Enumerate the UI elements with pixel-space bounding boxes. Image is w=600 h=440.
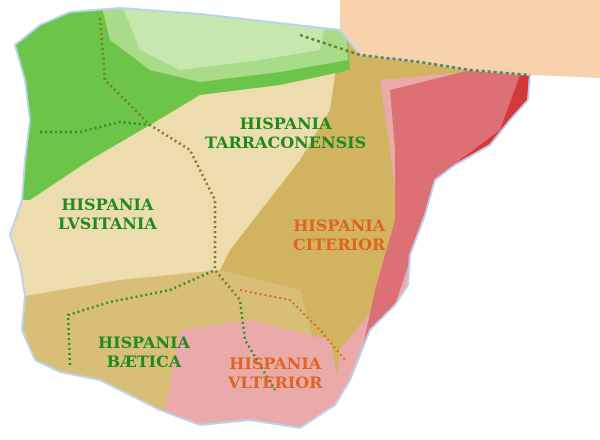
label-line: TARRACONENSIS <box>205 133 367 152</box>
ulterior-pink-region <box>160 320 350 428</box>
label-line: BÆTICA <box>106 352 182 371</box>
label-line: HISPANIA <box>98 333 190 352</box>
citerior-dark-red-region <box>430 75 530 185</box>
label-line: HISPANIA <box>239 114 332 133</box>
label-tarraconensis: HISPANIA TARRACONENSIS <box>205 114 366 152</box>
label-line: VLTERIOR <box>228 373 323 392</box>
label-baetica: HISPANIA BÆTICA <box>98 333 190 371</box>
label-line: HISPANIA <box>229 354 322 373</box>
label-lusitania: HISPANIA LVSITANIA <box>58 195 157 233</box>
province-border <box>40 120 151 134</box>
pyrenees-border <box>299 34 531 76</box>
label-line: HISPANIA <box>293 216 386 235</box>
label-line: HISPANIA <box>61 195 154 214</box>
province-border <box>239 289 346 361</box>
province-border <box>66 268 216 366</box>
label-line: LVSITANIA <box>58 214 157 233</box>
label-citerior: HISPANIA CITERIOR <box>293 216 385 254</box>
label-ulterior: HISPANIA VLTERIOR <box>228 354 322 392</box>
france-region <box>340 0 600 78</box>
label-line: CITERIOR <box>293 235 386 254</box>
